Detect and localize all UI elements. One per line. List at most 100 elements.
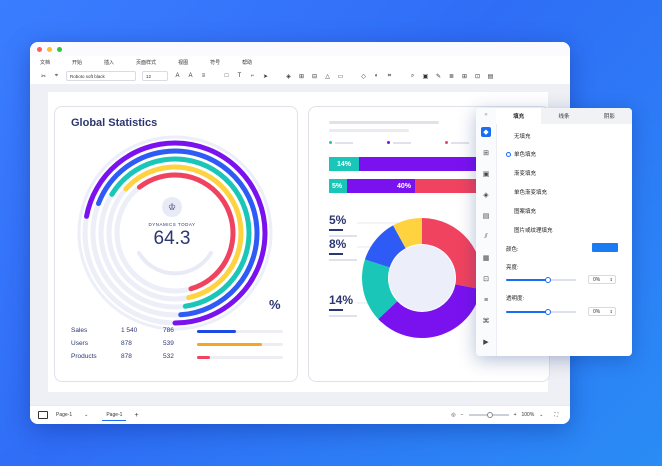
rectangle-icon[interactable]: □ [224, 73, 229, 79]
option-pattern-fill[interactable]: 图案填充 [514, 209, 537, 215]
legend-item [329, 141, 353, 144]
align-icon[interactable]: ≡ [483, 296, 489, 304]
zoom-level[interactable]: 100% [521, 412, 535, 418]
fill-properties-panel[interactable]: » ◆ ⊞ ▣ ◈ ▤ ⫽ ▦ ⊡ ≡ ⌘ ▶ 填充 线条 阴影 无填充 单色填… [476, 108, 632, 356]
search-icon[interactable]: ⌕ [410, 72, 415, 79]
row-name: Users [71, 340, 88, 347]
frame-icon[interactable]: ⊡ [483, 276, 489, 283]
menu-help[interactable]: 帮助 [242, 59, 253, 66]
crop-icon[interactable]: ⌗ [387, 72, 392, 79]
bar2-left-segment[interactable]: 5% [329, 179, 347, 193]
donut-hole [389, 245, 455, 311]
opacity-slider[interactable] [506, 308, 576, 315]
align-center-icon[interactable]: ⊟ [311, 73, 318, 80]
stepper-icon[interactable]: ⇕ [609, 277, 613, 282]
stepper-icon[interactable]: ⇕ [609, 309, 613, 314]
cut-icon[interactable]: ✂ [40, 73, 47, 80]
option-gradient-fill[interactable]: 渐变填充 [514, 171, 537, 177]
present-icon[interactable]: ▶ [483, 339, 489, 346]
fit-icon[interactable]: ◎ [451, 412, 456, 418]
chevron-down-icon: ⌄ [539, 412, 544, 418]
expand-icon[interactable]: ⌘ [482, 318, 490, 325]
image-icon[interactable]: ▣ [482, 171, 490, 178]
lock-icon[interactable]: ⊡ [474, 73, 481, 80]
shape-style-icon[interactable]: ◐ [374, 73, 379, 79]
group-icon[interactable]: ⊞ [298, 73, 305, 80]
page-select[interactable]: Page-1 ⌄ [56, 412, 89, 418]
pointer-icon[interactable]: ➤ [262, 73, 269, 80]
layers-icon[interactable]: ◈ [286, 73, 291, 80]
page-layout-icon[interactable] [38, 411, 48, 419]
font-select[interactable]: Roboto soft black [66, 71, 136, 81]
menu-view[interactable]: 视图 [178, 59, 189, 66]
ring-arc [106, 164, 244, 302]
zoom-slider[interactable] [468, 412, 509, 418]
collapse-icon[interactable]: » [484, 112, 488, 118]
font-decrease-icon[interactable]: A [188, 73, 193, 79]
more-icon[interactable]: ▤ [487, 73, 494, 80]
tab-fill[interactable]: 填充 [496, 108, 542, 124]
fill-color-icon[interactable]: ◇ [361, 73, 366, 80]
add-page-icon[interactable]: + [134, 411, 139, 419]
radio-selected[interactable] [506, 151, 511, 157]
arrange-icon[interactable]: ▭ [337, 73, 344, 80]
chart-icon[interactable]: ⫽ [484, 233, 488, 240]
row-value-a: 878 [121, 353, 132, 360]
ring-track [77, 135, 273, 331]
slider-knob[interactable] [545, 276, 551, 283]
slider-knob[interactable] [545, 308, 551, 315]
maximize-window-button[interactable] [57, 46, 62, 52]
menu-file[interactable]: 文档 [40, 59, 51, 66]
pen-icon[interactable]: ✎ [435, 73, 442, 80]
option-no-fill[interactable]: 无填充 [514, 134, 531, 140]
font-increase-icon[interactable]: A [175, 73, 180, 79]
ring-arc [82, 140, 268, 326]
donut-slice [364, 225, 406, 268]
minimize-window-button[interactable] [47, 46, 52, 52]
distribute-icon[interactable]: △ [325, 73, 330, 80]
tab-line[interactable]: 线条 [558, 114, 570, 120]
fullscreen-icon[interactable]: ⛶ [554, 412, 558, 418]
line-style-icon[interactable]: ≣ [448, 73, 455, 80]
ring-arc [114, 172, 236, 294]
opacity-input[interactable]: 0% ⇕ [588, 307, 616, 316]
bar2-mid-segment[interactable]: 40% [347, 179, 415, 193]
close-window-button[interactable] [37, 46, 42, 52]
global-statistics-card[interactable]: Global Statistics ♔ DYNAMICS TODAY 64.3 … [54, 106, 298, 382]
zoom-in-icon[interactable]: + [513, 412, 517, 418]
menu-home[interactable]: 开始 [72, 59, 83, 66]
brightness-input[interactable]: 0% ⇕ [588, 275, 616, 284]
menu-symbol[interactable]: 符号 [210, 59, 221, 66]
bar1-left-segment[interactable]: 14% [329, 157, 359, 171]
connector-icon[interactable]: ⌐ [250, 73, 255, 79]
color-swatch[interactable] [592, 243, 618, 252]
align-icon[interactable]: ≡ [201, 73, 206, 79]
tab-shadow[interactable]: 阴影 [603, 114, 615, 120]
placeholder-line [329, 235, 357, 237]
zoom-out-icon[interactable]: − [460, 412, 464, 418]
page-tab[interactable]: Page-1 [102, 410, 127, 421]
row-value-a: 878 [121, 340, 132, 347]
fill-bucket-icon[interactable]: ◆ [481, 127, 491, 137]
image-icon[interactable]: ▣ [422, 73, 429, 80]
text-icon[interactable]: T [237, 73, 242, 79]
option-single-gradient-fill[interactable]: 单色渐变填充 [514, 190, 548, 196]
brightness-label: 亮度: [506, 265, 519, 271]
panel-tabs: 填充 线条 阴影 [496, 108, 632, 124]
grid-icon[interactable]: ⊞ [483, 150, 489, 157]
option-picture-fill[interactable]: 图片或纹理填充 [514, 228, 553, 234]
table-icon[interactable]: ▦ [482, 255, 490, 262]
placeholder-line [329, 121, 439, 124]
font-size-select[interactable]: 12 [142, 71, 168, 81]
legend-item [445, 141, 469, 144]
table-icon[interactable]: ⊞ [461, 73, 468, 80]
document-icon[interactable]: ▤ [482, 213, 490, 220]
brightness-slider[interactable] [506, 276, 576, 283]
layers-icon[interactable]: ◈ [483, 192, 489, 199]
menu-insert[interactable]: 插入 [104, 59, 115, 66]
menu-page-style[interactable]: 页面样式 [136, 59, 157, 66]
option-solid-fill[interactable]: 单色填充 [506, 150, 536, 158]
format-painter-icon[interactable]: ⌖ [54, 72, 59, 79]
drawing-page[interactable]: Global Statistics ♔ DYNAMICS TODAY 64.3 … [48, 92, 550, 392]
chevron-down-icon: ⌄ [84, 412, 89, 418]
